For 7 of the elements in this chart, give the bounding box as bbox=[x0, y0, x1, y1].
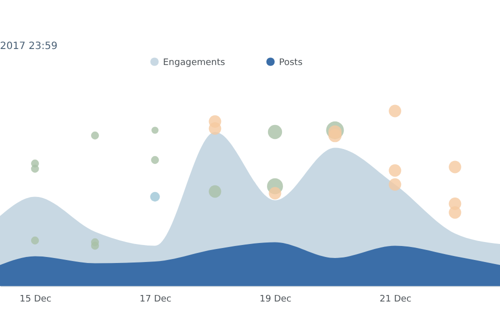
legend-label: Engagements bbox=[163, 58, 226, 68]
x-tick-label: 15 Dec bbox=[20, 294, 52, 304]
x-tick-label: 19 Dec bbox=[260, 294, 292, 304]
legend-label: Posts bbox=[279, 58, 303, 68]
x-tick-label: 21 Dec bbox=[380, 294, 412, 304]
x-tick-label: 17 Dec bbox=[140, 294, 172, 304]
chart-title: 2017 23:59 bbox=[0, 41, 58, 52]
